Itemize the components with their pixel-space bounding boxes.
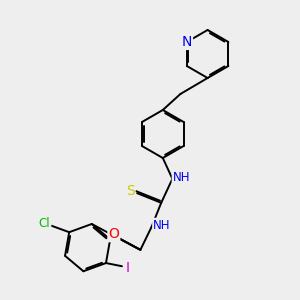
Text: NH: NH bbox=[153, 219, 171, 232]
Text: O: O bbox=[108, 227, 119, 241]
Text: N: N bbox=[182, 35, 192, 49]
Text: Cl: Cl bbox=[39, 217, 50, 230]
Text: I: I bbox=[126, 260, 130, 274]
Text: NH: NH bbox=[172, 171, 190, 184]
Text: S: S bbox=[126, 184, 134, 198]
